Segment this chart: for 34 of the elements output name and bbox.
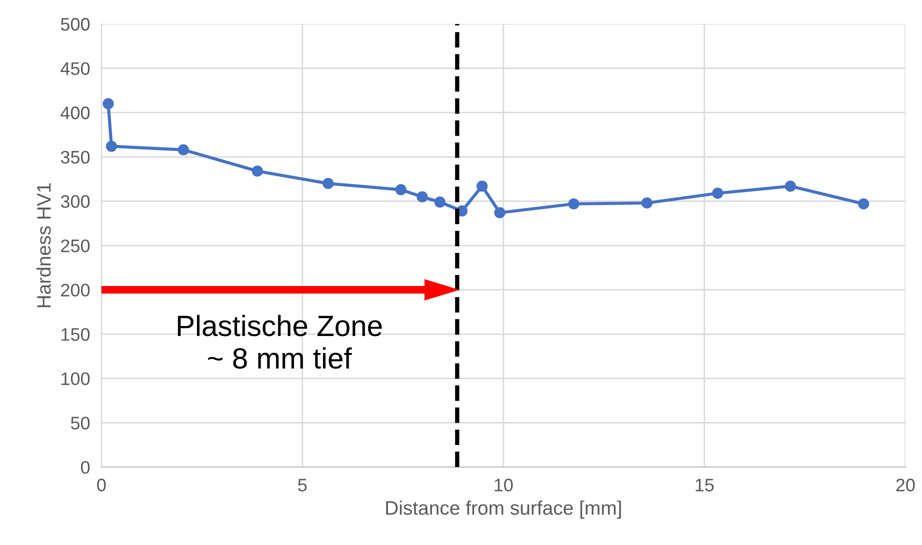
- point: [434, 196, 446, 208]
- point: [712, 188, 724, 199]
- y-tick-label: 350: [60, 150, 90, 164]
- y-tick-label: 500: [60, 18, 90, 31]
- y-tick-label: 200: [61, 284, 90, 297]
- point: [395, 184, 406, 196]
- y-tick-label: 250: [61, 239, 90, 252]
- x-tick-label: 15: [696, 478, 714, 492]
- point: [641, 197, 652, 209]
- x-axis-title: Distance from surface [mm]: [386, 500, 621, 519]
- point: [476, 180, 488, 192]
- y-tick-label: 50: [70, 416, 90, 430]
- y-tick-label: 100: [62, 372, 90, 386]
- y-tick-label: 400: [60, 106, 90, 120]
- y-tick-label: 450: [60, 62, 90, 76]
- y-axis-title: Hardness HV1: [36, 183, 51, 308]
- x-tick-label: 5: [298, 478, 307, 492]
- point: [494, 207, 506, 218]
- annotation: Plastische Zone ~ 8 mm tief: [178, 314, 382, 369]
- point: [106, 140, 118, 152]
- x-tick-label: 20: [896, 478, 915, 492]
- point: [568, 198, 580, 210]
- y-tick-label: 150: [62, 328, 90, 341]
- point: [322, 178, 334, 190]
- point: [102, 98, 114, 110]
- x-tick-label: 10: [494, 478, 513, 492]
- x-tick-label: 0: [97, 478, 106, 492]
- y-tick-label: 0: [80, 461, 90, 474]
- point: [416, 191, 428, 202]
- point: [252, 166, 263, 177]
- point: [858, 198, 870, 210]
- point: [178, 144, 189, 156]
- point: [784, 180, 796, 192]
- y-tick-label: 300: [60, 195, 90, 208]
